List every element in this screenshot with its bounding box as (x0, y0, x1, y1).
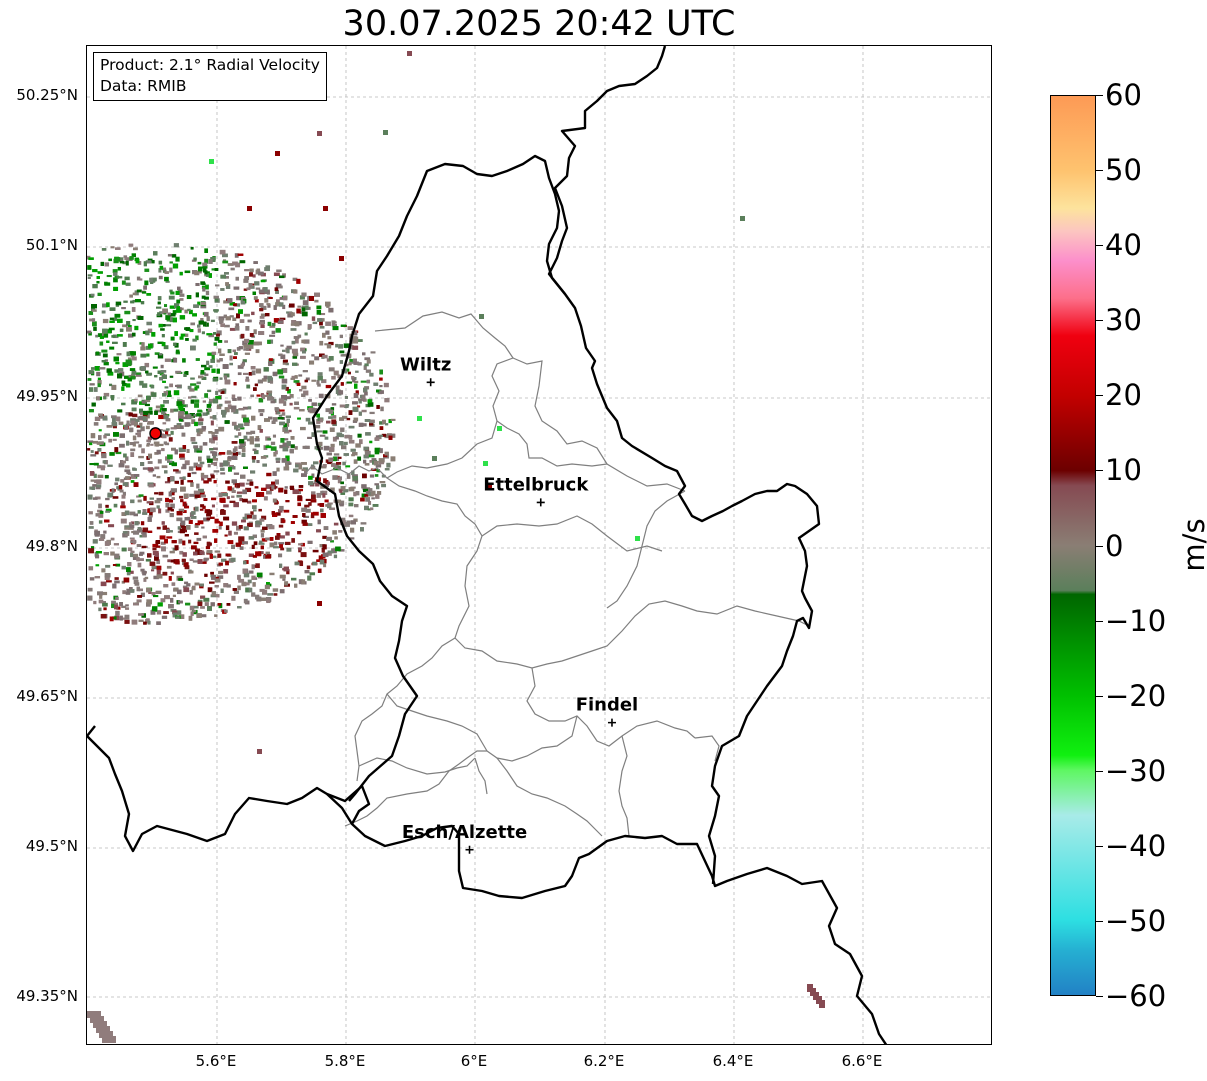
data-source-label: Data: RMIB (100, 77, 187, 95)
colorbar-tick-mark (1096, 620, 1103, 622)
gridlines (87, 46, 991, 1044)
colorbar-tick-label: 30 (1105, 303, 1142, 338)
colorbar-tick-mark (1096, 245, 1103, 247)
colorbar-tick-label: 20 (1105, 378, 1142, 413)
colorbar (1050, 95, 1096, 996)
lat-label: 49.95°N (16, 387, 78, 405)
colorbar-tick-label: 10 (1105, 453, 1142, 488)
radar-site-marker[interactable] (149, 427, 162, 440)
colorbar-tick-label: 40 (1105, 228, 1142, 263)
product-label: Product: 2.1° Radial Velocity (100, 56, 320, 74)
lat-label: 50.1°N (25, 236, 78, 254)
city-marker (607, 718, 616, 727)
lat-label: 50.25°N (16, 86, 78, 104)
city-markers: Wiltz Ettelbruck Findel Esch/Alzette (400, 354, 639, 854)
lon-label: 5.8°E (324, 1052, 366, 1070)
colorbar-tick-label: −60 (1105, 979, 1167, 1013)
colorbar-tick-label: −10 (1105, 603, 1167, 638)
city-label: Ettelbruck (483, 474, 589, 495)
city-marker (536, 498, 545, 507)
city-label: Wiltz (400, 354, 451, 375)
colorbar-tick-mark (1096, 920, 1103, 922)
city-label: Esch/Alzette (402, 822, 527, 843)
country-border (87, 46, 888, 1044)
lat-label: 49.8°N (25, 537, 78, 555)
lon-label: 6.4°E (712, 1052, 754, 1070)
colorbar-tick-label: 0 (1105, 528, 1124, 563)
lon-label: 6°E (460, 1052, 488, 1070)
map-panel[interactable]: Wiltz Ettelbruck Findel Esch/Alzette (86, 45, 992, 1045)
city-marker (465, 845, 474, 854)
lon-label: 6.6°E (841, 1052, 883, 1070)
city-marker (426, 378, 435, 387)
colorbar-tick-mark (1096, 395, 1103, 397)
colorbar-tick-mark (1096, 770, 1103, 772)
colorbar-tick-mark (1096, 545, 1103, 547)
colorbar-tick-mark (1096, 320, 1103, 322)
colorbar-tick-mark (1096, 845, 1103, 847)
colorbar-tick-label: −40 (1105, 828, 1167, 863)
lon-label: 5.6°E (195, 1052, 237, 1070)
colorbar-tick-mark (1096, 170, 1103, 172)
colorbar-tick-label: 50 (1105, 153, 1142, 188)
colorbar-tick-mark (1096, 95, 1103, 96)
colorbar-tick-label: −30 (1105, 753, 1167, 788)
colorbar-tick-label: −20 (1105, 678, 1167, 713)
lat-label: 49.35°N (16, 987, 78, 1005)
lat-label: 49.5°N (25, 837, 78, 855)
lon-label: 6.2°E (583, 1052, 625, 1070)
colorbar-tick-mark (1096, 695, 1103, 697)
canton-borders (304, 311, 810, 837)
info-box: Product: 2.1° Radial Velocity Data: RMIB (93, 52, 327, 101)
colorbar-tick-label: 60 (1105, 78, 1142, 112)
city-label: Findel (576, 695, 639, 716)
colorbar-tick-mark (1096, 996, 1103, 997)
colorbar-tick-mark (1096, 470, 1103, 472)
radar-echoes (87, 51, 825, 1043)
colorbar-unit-label: m/s (1177, 518, 1207, 572)
map-canvas: Wiltz Ettelbruck Findel Esch/Alzette (87, 46, 991, 1044)
map-title: 30.07.2025 20:42 UTC (342, 4, 736, 44)
colorbar-tick-label: −50 (1105, 903, 1167, 938)
lat-label: 49.65°N (16, 687, 78, 705)
